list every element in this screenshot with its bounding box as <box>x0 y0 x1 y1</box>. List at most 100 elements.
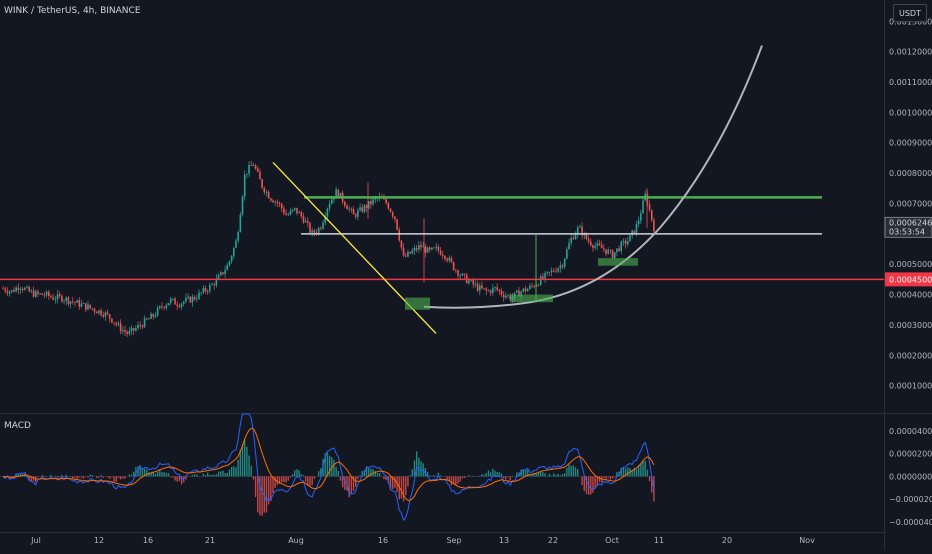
candle-body <box>176 305 178 307</box>
candle-body <box>48 292 50 296</box>
candle-body <box>507 295 509 296</box>
macd-hist-bar <box>57 476 58 477</box>
macd-hist-bar <box>242 444 243 476</box>
candle-body <box>152 314 154 317</box>
macd-hist-bar <box>111 476 112 477</box>
macd-hist-bar <box>211 475 212 477</box>
candle-body <box>472 280 474 285</box>
macd-hist-bar <box>573 465 574 476</box>
candle-body <box>218 275 220 278</box>
candle-body <box>205 288 207 291</box>
accumulation-box <box>598 258 638 266</box>
candle-body <box>634 231 636 233</box>
candle-body <box>307 221 309 223</box>
candle-body <box>620 242 622 251</box>
macd-hist-bar <box>314 476 315 478</box>
macd-hist-bar <box>510 476 511 480</box>
macd-y-tick-label: 0.0000000 <box>889 472 932 481</box>
macd-hist-bar <box>203 474 204 477</box>
candle-body <box>544 273 546 278</box>
signal-line <box>3 428 654 500</box>
candle-body <box>198 292 200 298</box>
macd-hist-bar <box>457 476 458 483</box>
macd-hist-bar <box>76 476 77 479</box>
candle-body <box>270 198 272 200</box>
candle-body <box>257 169 259 172</box>
candle-body <box>433 248 435 249</box>
y-tick-label: 0.0008000 <box>889 169 932 178</box>
x-tick-label: 22 <box>548 536 558 545</box>
macd-hist-bar <box>81 476 82 477</box>
candle-body <box>207 291 209 292</box>
candle-body <box>46 292 48 295</box>
candle-body <box>603 248 605 249</box>
x-tick-label: 20 <box>722 536 732 545</box>
candle-body <box>281 204 283 209</box>
macd-hist-bar <box>44 476 45 477</box>
candle-body <box>92 308 94 309</box>
candle-body <box>592 245 594 248</box>
macd-hist-bar <box>109 476 110 478</box>
candle-body <box>549 272 551 273</box>
candle-body <box>203 288 205 292</box>
candle-body <box>525 289 527 292</box>
macd-hist-bar <box>83 476 84 478</box>
macd-hist-bar <box>505 476 506 479</box>
macd-hist-bar <box>216 474 217 476</box>
candle-body <box>200 292 202 293</box>
macd-hist-bar <box>296 469 297 476</box>
candle-body <box>129 331 131 334</box>
macd-hist-bar <box>170 476 171 477</box>
macd-hist-bar <box>351 476 352 493</box>
macd-hist-bar <box>240 450 241 477</box>
candle-body <box>300 212 302 216</box>
candle-body <box>546 272 548 273</box>
candle-body <box>318 228 320 233</box>
macd-hist-bar <box>248 456 249 477</box>
candle-body <box>616 248 618 252</box>
macd-hist-bar <box>227 473 228 476</box>
candle-body <box>337 190 339 198</box>
candle-body <box>250 165 252 166</box>
candle-body <box>625 241 627 244</box>
candle-body <box>174 299 176 305</box>
macd-hist-bar <box>590 476 591 494</box>
candle-body <box>588 239 590 241</box>
candle-body <box>440 250 442 254</box>
candle-body <box>357 210 359 216</box>
macd-hist-bar <box>261 476 262 515</box>
macd-hist-bar <box>612 476 613 478</box>
macd-hist-bar <box>224 473 225 476</box>
macd-hist-bar <box>501 473 502 476</box>
candle-body <box>7 291 9 293</box>
macd-hist-bar <box>488 470 489 476</box>
candle-body <box>285 213 287 215</box>
macd-hist-bar <box>220 471 221 476</box>
macd-hist-bar <box>540 472 541 477</box>
macd-hist-bar <box>405 476 406 495</box>
candle-body <box>590 242 592 246</box>
candle-body <box>72 301 74 302</box>
macd-hist-bar <box>333 460 334 477</box>
macd-hist-bar <box>174 476 175 480</box>
macd-hist-bar <box>298 470 299 476</box>
macd-hist-bar <box>483 474 484 476</box>
macd-hist-bar <box>453 476 454 483</box>
candle-body <box>438 247 440 251</box>
candle-body <box>2 288 4 289</box>
candle-body <box>605 249 607 254</box>
macd-hist-bar <box>418 458 419 477</box>
y-tick-label: 0.0011000 <box>889 78 932 87</box>
candle-body <box>366 205 368 208</box>
macd-hist-bar <box>218 472 219 477</box>
macd-hist-bar <box>412 469 413 476</box>
macd-hist-bar <box>647 470 648 477</box>
candle-body <box>194 297 196 300</box>
candle-body <box>233 248 235 256</box>
macd-hist-bar <box>209 475 210 477</box>
macd-hist-bar <box>640 463 641 476</box>
candle-body <box>361 207 363 211</box>
currency-button[interactable]: USDT <box>893 4 927 22</box>
candle-body <box>263 188 265 193</box>
